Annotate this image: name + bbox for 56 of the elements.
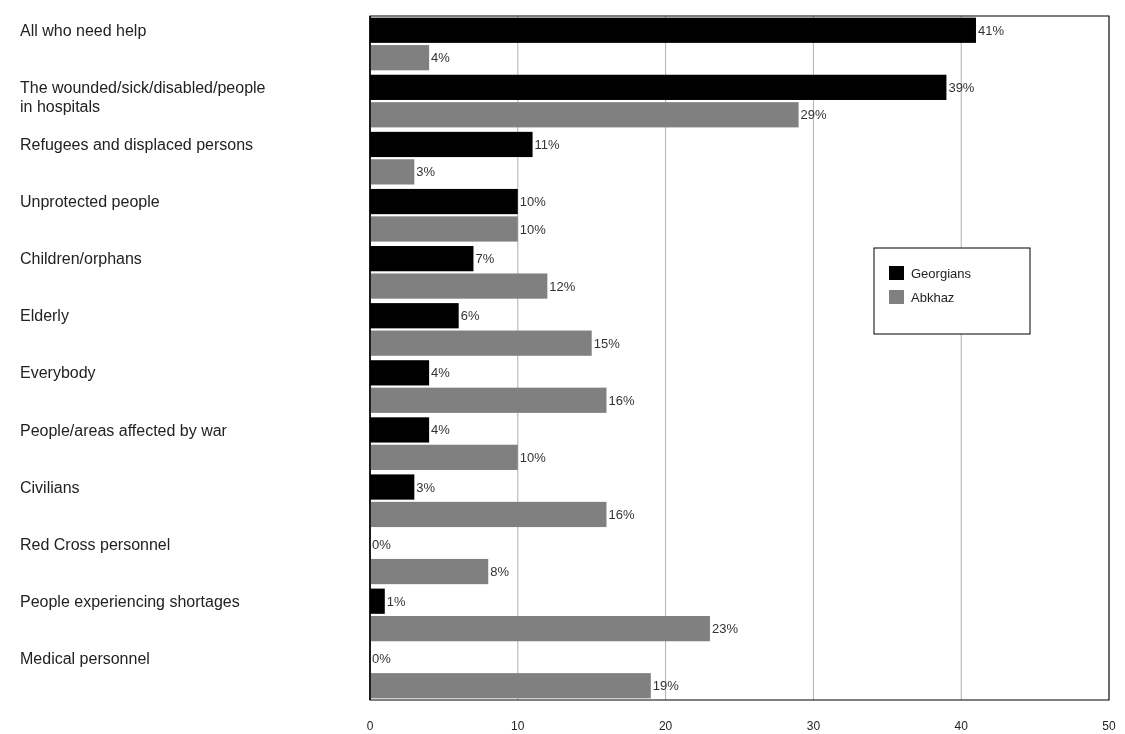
y-tick-label: People/areas affected by war	[20, 421, 228, 439]
data-label: 23%	[711, 621, 739, 637]
y-tick-label: Everybody	[20, 364, 96, 382]
data-label: 0%	[372, 650, 392, 666]
legend-label: Abkhaz	[911, 289, 955, 305]
x-tick-label: 20	[658, 719, 673, 733]
y-tick-label: All who need help	[20, 21, 147, 39]
data-label: 4%	[431, 422, 451, 438]
bar	[370, 45, 430, 71]
data-label: 41%	[977, 22, 1005, 38]
x-tick-label: 0	[366, 719, 374, 733]
bar	[370, 102, 799, 128]
data-label: 15%	[593, 335, 621, 351]
data-label: 6%	[460, 308, 480, 324]
y-tick-label: The wounded/sick/disabled/people in hospitals	[20, 78, 266, 115]
data-label: 4%	[431, 365, 451, 381]
y-tick-label: Civilians	[20, 478, 80, 496]
data-label: 29%	[800, 107, 828, 123]
bar	[370, 444, 518, 470]
x-tick-label: 10	[511, 719, 525, 733]
data-label: 8%	[490, 564, 510, 580]
bar	[370, 501, 607, 528]
y-tick-label: People experiencing shortages	[20, 592, 240, 610]
bar	[370, 159, 415, 185]
y-tick-label: Red Cross personnel	[20, 535, 171, 553]
data-label: 19%	[652, 678, 680, 694]
data-label: 16%	[608, 507, 635, 522]
data-label: 10%	[519, 194, 547, 210]
bar	[370, 558, 489, 585]
bar	[370, 273, 548, 299]
y-tick-label: Unprotected people	[20, 193, 160, 211]
bar	[370, 387, 607, 413]
bar	[370, 616, 710, 642]
data-label: 12%	[549, 278, 576, 294]
x-tick-label: 40	[954, 719, 969, 733]
bar	[370, 216, 518, 242]
y-tick-label: Elderly	[20, 307, 69, 325]
y-tick-label: Refugees and displaced persons	[20, 136, 254, 154]
data-label: 7%	[475, 251, 495, 267]
data-label: 1%	[386, 593, 407, 609]
bar	[370, 673, 651, 699]
legend-label: Georgians	[911, 265, 972, 281]
x-tick-label: 50	[1102, 719, 1116, 733]
y-tick-label: Medical personnel	[20, 649, 150, 667]
data-label: 3%	[416, 164, 436, 180]
data-label: 16%	[608, 392, 635, 408]
x-tick-label: 30	[806, 719, 821, 733]
data-label: 4%	[431, 50, 451, 66]
data-label: 39%	[948, 79, 975, 95]
data-label: 11%	[534, 137, 561, 152]
y-tick-label: Children/orphans	[20, 250, 142, 268]
data-label: 10%	[519, 221, 547, 237]
bar	[370, 330, 592, 356]
data-label: 3%	[416, 479, 436, 495]
data-label: 0%	[372, 536, 392, 552]
data-label: 10%	[519, 449, 547, 465]
